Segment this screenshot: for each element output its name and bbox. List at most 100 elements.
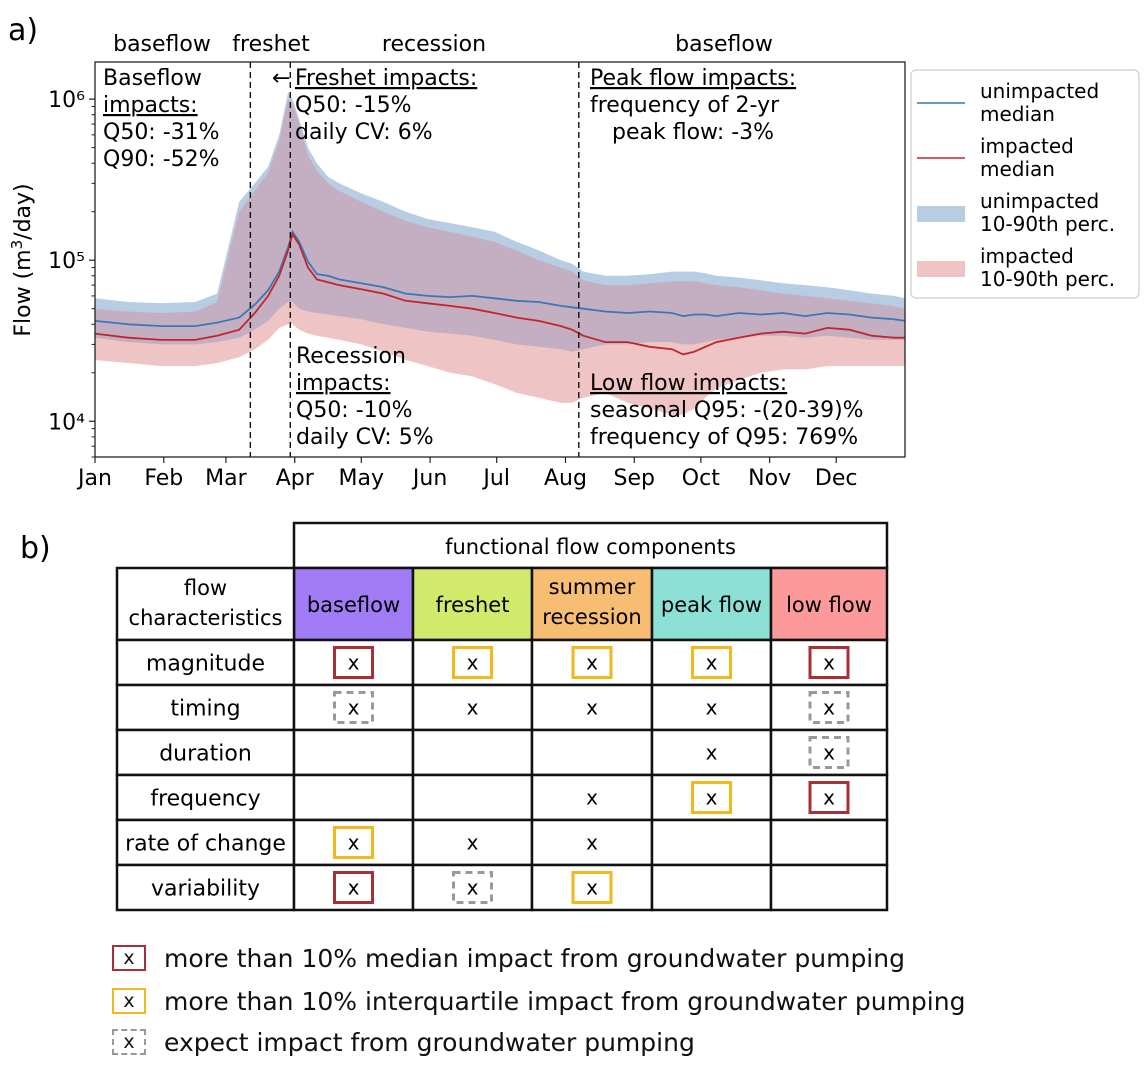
column-header: freshet bbox=[436, 593, 510, 617]
row-header-cell bbox=[115, 863, 296, 912]
annotation-freshet: ← Freshet impacts: Q50: -15% daily CV: 6… bbox=[272, 66, 477, 145]
impact-mark: x bbox=[586, 696, 598, 720]
yellow-box-icon bbox=[333, 826, 374, 859]
flow-component-matrix: functional flow components baseflow freshe… bbox=[115, 521, 889, 912]
annotation-line: Low flow impacts: bbox=[590, 371, 787, 396]
x-tick-label: Nov bbox=[748, 466, 791, 491]
yellow-box-icon: x bbox=[112, 988, 146, 1014]
annotation-baseflow: Baseflow impacts: Q50: -31% Q90: -52% bbox=[103, 66, 220, 172]
band-overlap bbox=[95, 99, 905, 352]
matrix-cell bbox=[411, 818, 534, 867]
legend-swatch-unimpacted-band bbox=[917, 206, 965, 222]
row-label: variability bbox=[151, 877, 260, 902]
row-label: rate of change bbox=[125, 832, 286, 857]
annotation-line: impacts: bbox=[103, 93, 198, 118]
red-box-icon bbox=[808, 781, 850, 814]
legend-label: 10-90th perc. bbox=[980, 212, 1115, 236]
annotation-line: Q90: -52% bbox=[103, 147, 220, 172]
legend-label: unimpacted bbox=[980, 189, 1099, 213]
impact-mark: x bbox=[586, 876, 598, 900]
impact-mark: x bbox=[586, 651, 598, 675]
plot-frame bbox=[94, 61, 906, 458]
x-tick-label: May bbox=[339, 466, 384, 491]
x-tick-label: Jul bbox=[481, 466, 510, 491]
annotation-line: Recession bbox=[296, 344, 406, 369]
region-label-baseflow-late: baseflow bbox=[675, 32, 773, 57]
y-tick-label: 10⁵ bbox=[48, 249, 85, 274]
matrix-cell bbox=[411, 683, 534, 732]
column-header: baseflow bbox=[307, 593, 400, 617]
impact-mark: x bbox=[348, 696, 360, 720]
impact-legend-row: x more than 10% median impact from groun… bbox=[112, 941, 905, 975]
annotation-line: frequency of Q95: 769% bbox=[590, 425, 858, 450]
x-tick-label: Mar bbox=[205, 466, 247, 491]
impact-mark: x bbox=[823, 651, 835, 675]
annotation-line: Q50: -15% bbox=[295, 93, 412, 118]
x-tick-label: Feb bbox=[144, 466, 183, 491]
impact-legend-row: x expect impact from groundwater pumping bbox=[112, 1025, 695, 1059]
impact-mark: x bbox=[467, 651, 479, 675]
impact-mark: x bbox=[586, 786, 598, 810]
x-tick-label: Jan bbox=[76, 466, 112, 491]
legend-label: unimpacted bbox=[980, 79, 1099, 103]
row-label: duration bbox=[159, 742, 252, 767]
impact-mark: x bbox=[348, 876, 360, 900]
region-label-recession: recession bbox=[382, 32, 486, 57]
yellow-box-icon bbox=[452, 646, 493, 679]
matrix-cell bbox=[292, 728, 415, 777]
row-label: frequency bbox=[150, 787, 260, 812]
impact-mark: x bbox=[823, 786, 835, 810]
impact-legend-row: x more than 10% interquartile impact fro… bbox=[112, 984, 965, 1018]
annotation-line: Peak flow impacts: bbox=[590, 66, 796, 91]
dashed-box-icon bbox=[333, 691, 374, 724]
axes-ticks: Jan Feb Mar Apr May Jun Jul Aug Sep Oct Nov Dec 10⁴ 1… bbox=[48, 88, 857, 491]
y-tick-label: 10⁶ bbox=[48, 88, 85, 113]
row-label: magnitude bbox=[146, 652, 265, 677]
impact-mark: x bbox=[586, 831, 598, 855]
row-label: timing bbox=[170, 697, 240, 722]
impact-legend-text: more than 10% interquartile impact from … bbox=[164, 986, 966, 1016]
y-axis-label: Flow (m3/day) bbox=[8, 183, 36, 336]
x-tick-label: Dec bbox=[815, 466, 858, 491]
group-header: functional flow components bbox=[445, 535, 736, 559]
annotation-line: frequency of 2-yr bbox=[590, 93, 780, 118]
impact-mark: x bbox=[348, 831, 360, 855]
impact-mark: x bbox=[823, 696, 835, 720]
matrix-cell bbox=[769, 863, 889, 912]
yellow-box-icon bbox=[691, 781, 732, 814]
column-header-cell bbox=[650, 566, 773, 642]
yellow-box-icon bbox=[571, 646, 613, 679]
region-label-freshet: freshet bbox=[232, 32, 310, 57]
red-box-icon bbox=[333, 871, 374, 904]
annotation-low: Low flow impacts: seasonal Q95: -(20-39)… bbox=[590, 371, 864, 450]
annotation-line: impacts: bbox=[296, 371, 391, 396]
x-tick-label: Sep bbox=[614, 466, 655, 491]
annotation-recession: Recession impacts: Q50: -10% daily CV: 5… bbox=[296, 344, 434, 450]
corner-header-cell bbox=[115, 566, 296, 642]
annotation-line: daily CV: 5% bbox=[296, 425, 434, 450]
arrow-left-icon: ← bbox=[272, 66, 290, 91]
band-layer bbox=[95, 92, 905, 415]
yellow-box-icon bbox=[691, 646, 732, 679]
legend-label: impacted bbox=[980, 244, 1074, 268]
column-header: recession bbox=[542, 605, 641, 629]
region-labels: baseflow freshet recession baseflow bbox=[113, 32, 773, 57]
impact-mark: x bbox=[467, 876, 479, 900]
impact-mark: x bbox=[706, 786, 718, 810]
x-tick-label: Apr bbox=[276, 466, 315, 491]
red-box-icon: x bbox=[112, 945, 146, 971]
legend-label: impacted bbox=[980, 134, 1074, 158]
region-label-baseflow: baseflow bbox=[113, 32, 211, 57]
matrix-cell bbox=[411, 728, 534, 777]
red-box-icon bbox=[808, 646, 850, 679]
dashed-box-icon bbox=[808, 691, 850, 724]
column-header: peak flow bbox=[661, 593, 762, 617]
chart-legend: unimpacted median impacted median unimpa… bbox=[910, 69, 1140, 299]
impact-mark: x bbox=[467, 831, 479, 855]
row-header-cell bbox=[115, 638, 296, 687]
impacted-median-line bbox=[95, 232, 905, 356]
x-tick-label: Oct bbox=[682, 466, 720, 491]
legend-label: median bbox=[980, 157, 1055, 181]
matrix-cell bbox=[411, 773, 534, 822]
legend-frame bbox=[910, 69, 1140, 299]
